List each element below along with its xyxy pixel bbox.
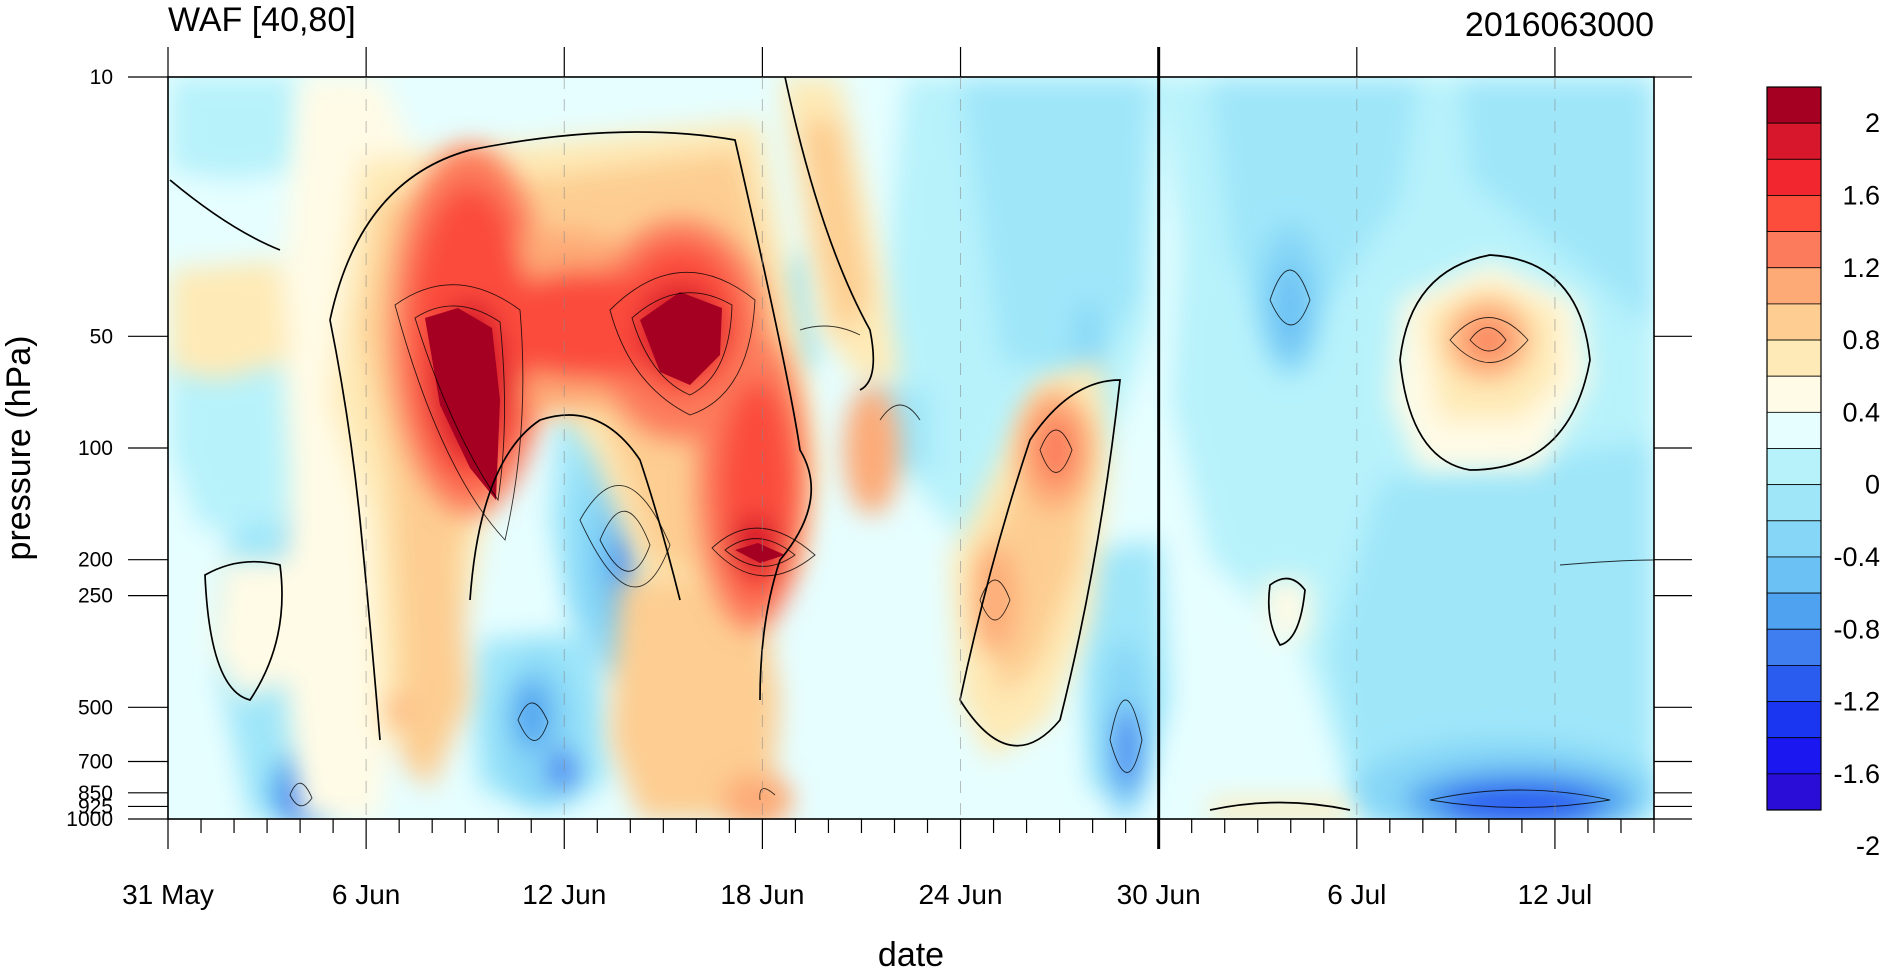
maximum-core	[640, 292, 722, 385]
colorbar-swatch	[1766, 339, 1822, 377]
y-tick-label: 50	[90, 325, 113, 348]
x-tick-label: 6 Jun	[332, 879, 401, 910]
colorbar-swatch	[1766, 448, 1822, 486]
negative-core	[1076, 300, 1100, 380]
colorbar-label: -1.6	[1833, 759, 1880, 789]
positive-region	[210, 560, 290, 700]
chart-title: WAF [40,80]	[168, 1, 356, 39]
y-tick-label: 1000	[66, 808, 113, 831]
positive-region	[170, 260, 290, 380]
x-tick-label: 12 Jul	[1518, 879, 1593, 910]
positive-core	[1036, 415, 1076, 485]
colorbar-swatch	[1766, 665, 1822, 702]
y-tick-label: 100	[78, 437, 113, 460]
x-tick-label: 12 Jun	[522, 879, 606, 910]
colorbar-swatch	[1766, 773, 1822, 811]
colorbar-swatch	[1766, 86, 1822, 124]
negative-region	[960, 77, 1150, 380]
colorbar-swatch	[1766, 231, 1822, 269]
colorbar-swatch	[1766, 158, 1822, 196]
positive-core	[390, 696, 410, 724]
negative-region	[1330, 440, 1654, 819]
y-tick-label: 700	[78, 751, 113, 774]
colorbar-label: 2	[1865, 108, 1880, 138]
colorbar-label: 0	[1865, 470, 1880, 500]
colorbar: 2 1.6 1.2 0.8 0.4 0 -0.4 -0.8 -1.2 -1.6 -2	[1766, 86, 1880, 861]
colorbar-swatch	[1766, 411, 1822, 449]
positive-core	[723, 775, 793, 819]
positive-core	[844, 385, 900, 515]
negative-region	[170, 77, 300, 180]
colorbar-swatch	[1766, 701, 1822, 739]
negative-core	[1274, 265, 1306, 355]
colorbar-swatch	[1766, 737, 1822, 775]
colorbar-swatch	[1766, 592, 1822, 630]
negative-region	[1460, 77, 1654, 330]
colorbar-swatch	[1766, 375, 1822, 413]
negative-core	[1440, 785, 1600, 819]
positive-core	[975, 545, 1015, 655]
positive-region	[800, 120, 870, 340]
positive-region	[400, 560, 470, 790]
negative-core	[1115, 705, 1139, 795]
chart-timestamp: 2016063000	[1465, 6, 1654, 44]
x-tick-label: 31 May	[122, 879, 214, 910]
x-axis-label: date	[878, 936, 944, 968]
positive-region	[610, 580, 780, 819]
colorbar-label: 0.4	[1842, 397, 1880, 427]
y-tick-label: 925	[78, 795, 113, 818]
colorbar-label: 1.6	[1842, 180, 1880, 210]
colorbar-label: 1.2	[1842, 253, 1880, 283]
x-tick-label: 18 Jun	[720, 879, 804, 910]
colorbar-swatch	[1766, 195, 1822, 232]
colorbar-swatch	[1766, 628, 1822, 666]
colorbar-swatch	[1766, 520, 1822, 558]
colorbar-label: -2	[1856, 831, 1880, 861]
x-tick-label: 30 Jun	[1117, 879, 1201, 910]
colorbar-label: 0.8	[1842, 325, 1880, 355]
colorbar-swatch	[1766, 556, 1822, 594]
x-axis: 31 May 6 Jun 12 Jun 18 Jun 24 Jun 30 Jun 6 Jul…	[122, 47, 1655, 910]
y-tick-label: 200	[78, 549, 113, 572]
x-tick-label: 24 Jun	[918, 879, 1002, 910]
maximum-core	[425, 308, 500, 500]
contour-field	[168, 77, 1654, 819]
y-tick-label: 250	[78, 585, 113, 608]
y-tick-label: 850	[78, 782, 113, 805]
colorbar-swatch	[1766, 303, 1822, 341]
y-tick-label: 500	[78, 696, 113, 719]
colorbar-label: -0.4	[1833, 542, 1880, 572]
maximum-core	[735, 543, 785, 563]
colorbar-swatch	[1766, 484, 1822, 522]
colorbar-swatch	[1766, 122, 1822, 160]
colorbar-label: -1.2	[1833, 687, 1880, 717]
colorbar-label: -0.8	[1833, 614, 1880, 644]
x-tick-label: 6 Jul	[1327, 879, 1386, 910]
colorbar-swatch	[1766, 267, 1822, 305]
colorbar-frame	[1766, 86, 1822, 811]
y-tick-label: 10	[90, 66, 113, 89]
y-axis-label: pressure (hPa)	[0, 336, 38, 561]
negative-core	[548, 748, 576, 792]
negative-core	[514, 680, 550, 750]
